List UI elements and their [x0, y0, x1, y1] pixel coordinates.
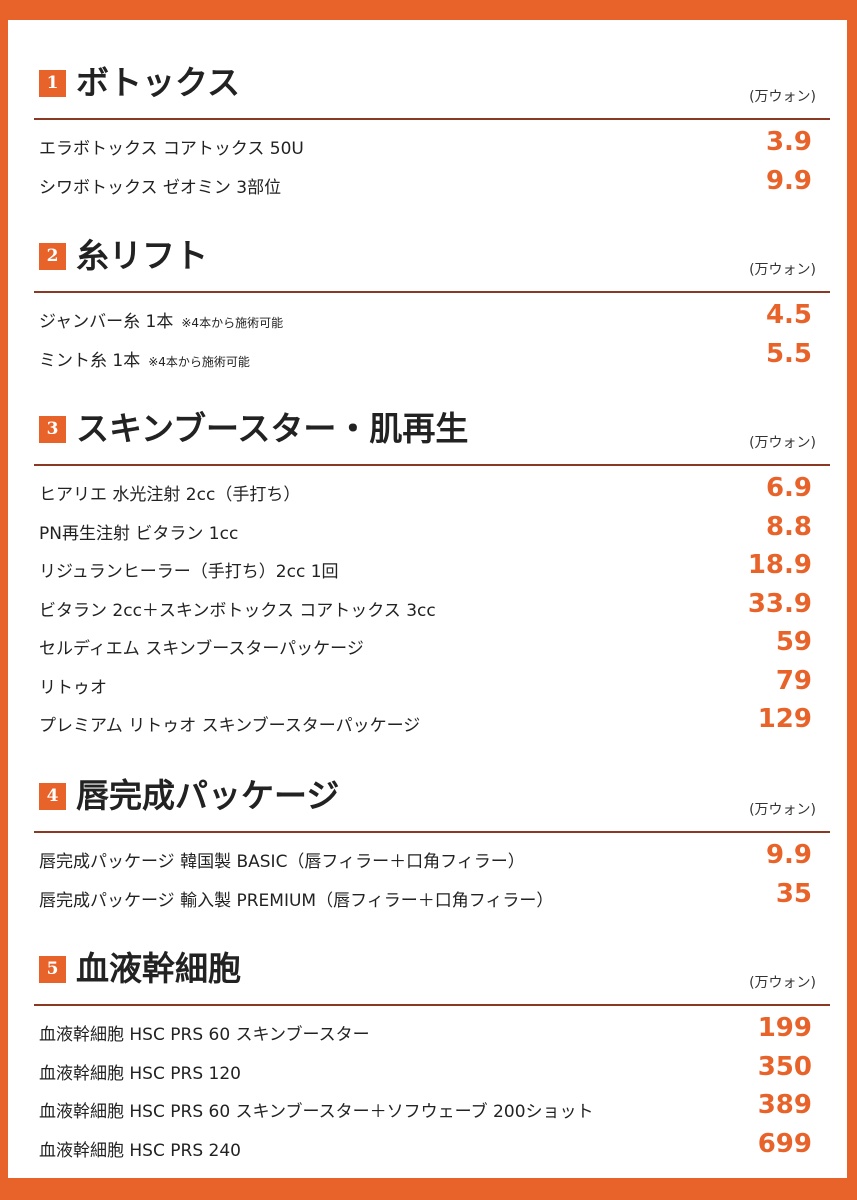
item-price: 18.9	[747, 550, 812, 580]
item-price: 59	[775, 627, 812, 657]
section-skin-booster: 3 スキンブースター・肌再生 (万ウォン) ヒアリエ 水光注射 2cc（手打ち）…	[34, 381, 830, 736]
section-thread-lift: 2 糸リフト (万ウォン) ジャンバー糸 1本 ※4本から施術可能 4.5 ミント…	[34, 208, 830, 371]
item-name: 血液幹細胞 HSC PRS 120	[39, 1063, 241, 1084]
item-price: 699	[757, 1128, 812, 1159]
section-divider	[34, 118, 830, 120]
item-name: 唇完成パッケージ 韓国製 BASIC（唇フィラー＋口角フィラー）	[39, 852, 525, 872]
list-item: 血液幹細胞 HSC PRS 60 スキンブースター 199	[34, 1013, 830, 1052]
item-price: 9.9	[765, 165, 812, 196]
item-name: エラボトックス コアトックス 50U	[39, 139, 304, 159]
section-title: 唇完成パッケージ	[76, 776, 340, 815]
item-name: リトゥオ	[39, 677, 107, 698]
section-title: ボトックス	[76, 63, 241, 102]
section-lip-package: 4 唇完成パッケージ (万ウォン) 唇完成パッケージ 韓国製 BASIC（唇フィ…	[34, 748, 830, 911]
section-divider	[34, 291, 830, 293]
list-item: エラボトックス コアトックス 50U 3.9	[34, 127, 830, 166]
section-botox: 1 ボトックス (万ウォン) エラボトックス コアトックス 50U 3.9 シワ…	[34, 35, 830, 198]
section-header: 2 糸リフト (万ウォン)	[34, 208, 830, 278]
item-name: シワボトックス ゼオミン 3部位	[39, 177, 282, 198]
section-title: 血液幹細胞	[76, 949, 241, 988]
item-name: 血液幹細胞 HSC PRS 60 スキンブースター	[39, 1025, 370, 1045]
item-price: 199	[757, 1013, 812, 1043]
item-price: 8.8	[765, 511, 812, 542]
section-header: 3 スキンブースター・肌再生 (万ウォン)	[34, 381, 830, 451]
item-name: リジュランヒーラー（手打ち）2cc 1回	[39, 562, 339, 582]
unit-label: (万ウォン)	[749, 802, 816, 818]
list-item: 唇完成パッケージ 韓国製 BASIC（唇フィラー＋口角フィラー） 9.9	[34, 840, 830, 879]
section-title: 糸リフト	[76, 236, 208, 275]
item-price: 33.9	[747, 588, 812, 619]
unit-label: (万ウォン)	[749, 89, 816, 105]
section-divider	[34, 1004, 830, 1006]
section-header: 5 血液幹細胞 (万ウォン)	[34, 921, 830, 991]
section-divider	[34, 831, 830, 833]
section-number-badge: 4	[39, 783, 66, 810]
section-blood-stem-cell: 5 血液幹細胞 (万ウォン) 血液幹細胞 HSC PRS 60 スキンブースター…	[34, 921, 830, 1161]
item-name: ジャンバー糸 1本 ※4本から施術可能	[39, 312, 284, 332]
item-list: 唇完成パッケージ 韓国製 BASIC（唇フィラー＋口角フィラー） 9.9 唇完成…	[34, 840, 830, 917]
list-item: リトゥオ 79	[34, 666, 830, 705]
section-number-badge: 1	[39, 70, 66, 97]
item-list: ジャンバー糸 1本 ※4本から施術可能 4.5 ミント糸 1本 ※4本から施術可能 …	[34, 300, 830, 377]
list-item: ジャンバー糸 1本 ※4本から施術可能 4.5	[34, 300, 830, 339]
item-name: セルディエム スキンブースターパッケージ	[39, 639, 364, 659]
item-name: PN再生注射 ビタラン 1cc	[39, 523, 239, 544]
price-list-page: 1 ボトックス (万ウォン) エラボトックス コアトックス 50U 3.9 シワ…	[8, 20, 847, 1178]
item-name: 唇完成パッケージ 輸入製 PREMIUM（唇フィラー＋口角フィラー）	[39, 890, 554, 911]
section-title: スキンブースター・肌再生	[76, 409, 469, 448]
item-price: 5.5	[765, 338, 812, 369]
list-item: セルディエム スキンブースターパッケージ 59	[34, 627, 830, 666]
item-list: エラボトックス コアトックス 50U 3.9 シワボトックス ゼオミン 3部位 …	[34, 127, 830, 204]
item-name: 血液幹細胞 HSC PRS 60 スキンブースター＋ソフウェーブ 200ショット	[39, 1102, 594, 1122]
unit-label: (万ウォン)	[749, 975, 816, 991]
item-price: 389	[757, 1090, 812, 1120]
item-list: ヒアリエ 水光注射 2cc（手打ち） 6.9 PN再生注射 ビタラン 1cc 8…	[34, 473, 830, 743]
item-price: 350	[757, 1051, 812, 1082]
item-price: 9.9	[765, 840, 812, 870]
list-item: プレミアム リトゥオ スキンブースターパッケージ 129	[34, 704, 830, 743]
section-number-badge: 2	[39, 243, 66, 270]
item-list: 血液幹細胞 HSC PRS 60 スキンブースター 199 血液幹細胞 HSC …	[34, 1013, 830, 1167]
item-name: ヒアリエ 水光注射 2cc（手打ち）	[39, 485, 301, 505]
item-note: ※4本から施術可能	[181, 316, 284, 330]
item-name: プレミアム リトゥオ スキンブースターパッケージ	[39, 716, 421, 736]
unit-label: (万ウォン)	[749, 435, 816, 451]
list-item: ヒアリエ 水光注射 2cc（手打ち） 6.9	[34, 473, 830, 512]
section-divider	[34, 464, 830, 466]
item-price: 129	[757, 704, 812, 734]
unit-label: (万ウォン)	[749, 262, 816, 278]
list-item: ビタラン 2cc＋スキンボトックス コアトックス 3cc 33.9	[34, 589, 830, 628]
list-item: PN再生注射 ビタラン 1cc 8.8	[34, 512, 830, 551]
item-price: 3.9	[765, 127, 812, 157]
list-item: 血液幹細胞 HSC PRS 240 699	[34, 1129, 830, 1168]
item-name: ミント糸 1本 ※4本から施術可能	[39, 350, 250, 371]
list-item: シワボトックス ゼオミン 3部位 9.9	[34, 166, 830, 205]
list-item: 唇完成パッケージ 輸入製 PREMIUM（唇フィラー＋口角フィラー） 35	[34, 879, 830, 918]
item-price: 35	[775, 878, 812, 909]
section-number-badge: 3	[39, 416, 66, 443]
item-name: 血液幹細胞 HSC PRS 240	[39, 1140, 241, 1161]
list-item: 血液幹細胞 HSC PRS 120 350	[34, 1052, 830, 1091]
section-header: 4 唇完成パッケージ (万ウォン)	[34, 748, 830, 818]
list-item: リジュランヒーラー（手打ち）2cc 1回 18.9	[34, 550, 830, 589]
list-item: 血液幹細胞 HSC PRS 60 スキンブースター＋ソフウェーブ 200ショット…	[34, 1090, 830, 1129]
item-name: ビタラン 2cc＋スキンボトックス コアトックス 3cc	[39, 600, 436, 621]
item-price: 79	[775, 665, 812, 696]
section-header: 1 ボトックス (万ウォン)	[34, 35, 830, 105]
list-item: ミント糸 1本 ※4本から施術可能 5.5	[34, 339, 830, 378]
item-note: ※4本から施術可能	[148, 354, 250, 369]
item-price: 4.5	[765, 300, 812, 330]
section-number-badge: 5	[39, 956, 66, 983]
item-price: 6.9	[765, 473, 812, 503]
